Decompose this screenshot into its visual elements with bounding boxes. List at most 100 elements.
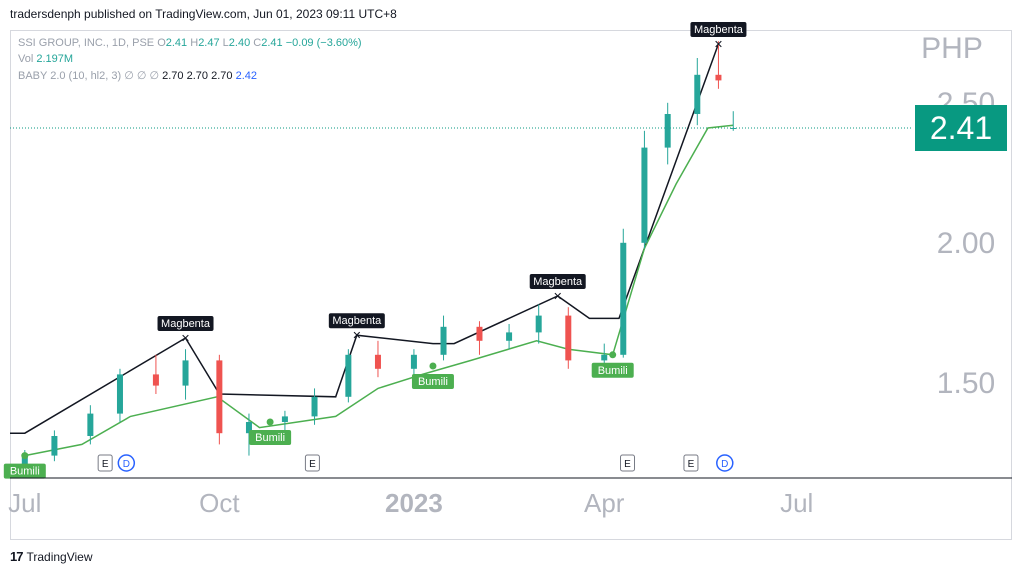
- legend-h-label: H: [190, 37, 199, 49]
- candle-body: [216, 360, 223, 434]
- earnings-event-icon: [683, 454, 699, 472]
- legend-l-label: L: [222, 37, 229, 49]
- buy-signal-badge: [591, 362, 634, 378]
- legend-indicator-placeholders: ∅ ∅ ∅: [124, 70, 160, 82]
- buy-signal-label: Bumili: [598, 365, 628, 377]
- candle-body: [730, 128, 737, 129]
- sell-signal-cross-icon: ✕: [352, 329, 361, 342]
- buy-signal-badge: [3, 463, 46, 479]
- candle-body: [694, 74, 701, 114]
- sell-signal-cross-icon: ✕: [714, 38, 723, 51]
- x-tick-label: 2023: [385, 488, 443, 518]
- chart-frame: [10, 30, 1012, 540]
- legend-o-label: O: [157, 37, 166, 49]
- earnings-event-icon: [304, 454, 320, 472]
- x-tick-label: Apr: [584, 488, 625, 518]
- currency-label: PHP: [921, 32, 983, 65]
- legend-low-value: 2.40: [228, 37, 251, 49]
- buy-signal-badge: [249, 430, 292, 445]
- candle-body: [535, 315, 542, 333]
- legend-volume-row: Vol 2.197M: [18, 53, 73, 65]
- buy-signal-dot: [609, 351, 617, 359]
- candle-body: [506, 332, 513, 341]
- candle-body: [182, 360, 189, 386]
- buy-signal-dot: [429, 362, 437, 370]
- candle-body: [565, 315, 572, 361]
- candle-body: [620, 242, 627, 355]
- sell-signal-cross-icon: ✕: [181, 332, 190, 345]
- sell-signal-badge: [157, 316, 214, 331]
- x-tick-label: Jul: [780, 488, 813, 518]
- earnings-event-label: E: [309, 459, 316, 470]
- sell-signal-label: Magbenta: [161, 318, 211, 330]
- sell-signal-cross-icon: ✕: [553, 290, 562, 303]
- buy-signal-dot: [266, 418, 274, 426]
- dividend-event-label: D: [123, 459, 130, 470]
- candle-body: [116, 374, 123, 414]
- dividend-event-icon: [117, 454, 136, 472]
- legend-high-value: 2.47: [198, 37, 220, 49]
- legend-indicator-name: BABY 2.0 (10, hl2, 3): [18, 70, 122, 82]
- legend-indicator-v4: 2.42: [235, 70, 257, 82]
- legend-close-value: 2.41: [261, 37, 283, 49]
- candle-body: [410, 354, 417, 369]
- footer-brand: TradingView: [26, 549, 93, 564]
- candle-body: [641, 147, 648, 243]
- resistance-line: [10, 43, 720, 434]
- candle-body: [440, 326, 447, 355]
- earnings-event-icon: [620, 454, 636, 472]
- legend-indicator-row: BABY 2.0 (10, hl2, 3) ∅ ∅ ∅ 2.70 2.70 2.…: [18, 69, 257, 82]
- publish-line: tradersdenph published on TradingView.co…: [10, 7, 397, 21]
- support-line: [24, 124, 734, 457]
- candle-body: [245, 422, 252, 434]
- candle-body: [476, 326, 483, 341]
- sell-signal-label: Magbenta: [332, 315, 382, 327]
- candle-body: [281, 416, 288, 422]
- buy-signal-badge: [411, 374, 454, 389]
- sell-signal-label: Magbenta: [533, 276, 583, 288]
- x-tick-label: Oct: [199, 488, 240, 518]
- legend-open-value: 2.41: [165, 37, 188, 49]
- buy-signal-dot: [21, 452, 29, 460]
- sell-signal-badge: [690, 22, 747, 37]
- legend-vol-label: Vol: [18, 53, 34, 65]
- x-tick-label: Jul: [8, 488, 41, 518]
- sell-signal-badge: [529, 274, 586, 289]
- last-price-badge: [915, 105, 1007, 151]
- buy-signal-label: Bumili: [10, 466, 40, 478]
- earnings-event-label: E: [102, 459, 109, 470]
- candle-body: [664, 114, 671, 148]
- legend-ohlc-row: SSI GROUP, INC., 1D, PSE O2.41 H2.47 L2.…: [18, 37, 362, 49]
- candle-body: [51, 436, 58, 456]
- legend-c-label: C: [253, 37, 262, 49]
- candle-body: [345, 354, 352, 397]
- earnings-event-label: E: [624, 459, 631, 470]
- buy-signal-label: Bumili: [255, 432, 285, 444]
- candle-body: [87, 413, 94, 436]
- footer: 17 TradingView: [10, 549, 93, 564]
- last-price-label: 2.41: [930, 110, 992, 146]
- earnings-event-label: E: [688, 459, 695, 470]
- candle-body: [715, 74, 722, 81]
- legend-symbol: SSI GROUP, INC., 1D, PSE: [18, 37, 155, 49]
- y-tick-label: 1.50: [937, 367, 995, 400]
- sell-signal-badge: [328, 313, 385, 329]
- earnings-event-icon: [97, 454, 113, 472]
- candle-body: [21, 455, 28, 467]
- candle-body: [152, 374, 159, 386]
- legend-indicator-v3: 2.70: [211, 70, 233, 82]
- candle-body: [601, 354, 608, 361]
- dividend-event-label: D: [721, 459, 728, 470]
- dividend-event-icon: [716, 454, 734, 472]
- y-tick-label: 2.00: [937, 227, 995, 260]
- sell-signal-label: Magbenta: [694, 24, 744, 36]
- candle-body: [311, 396, 318, 417]
- legend-change: −0.09 (−3.60%): [285, 37, 362, 49]
- buy-signal-label: Bumili: [418, 376, 448, 388]
- candle-body: [374, 354, 381, 369]
- tradingview-logo-icon: 17: [10, 549, 24, 564]
- legend-indicator-v2: 2.70: [186, 70, 209, 82]
- legend-indicator-v1: 2.70: [162, 70, 184, 82]
- legend-vol-value: 2.197M: [36, 53, 74, 65]
